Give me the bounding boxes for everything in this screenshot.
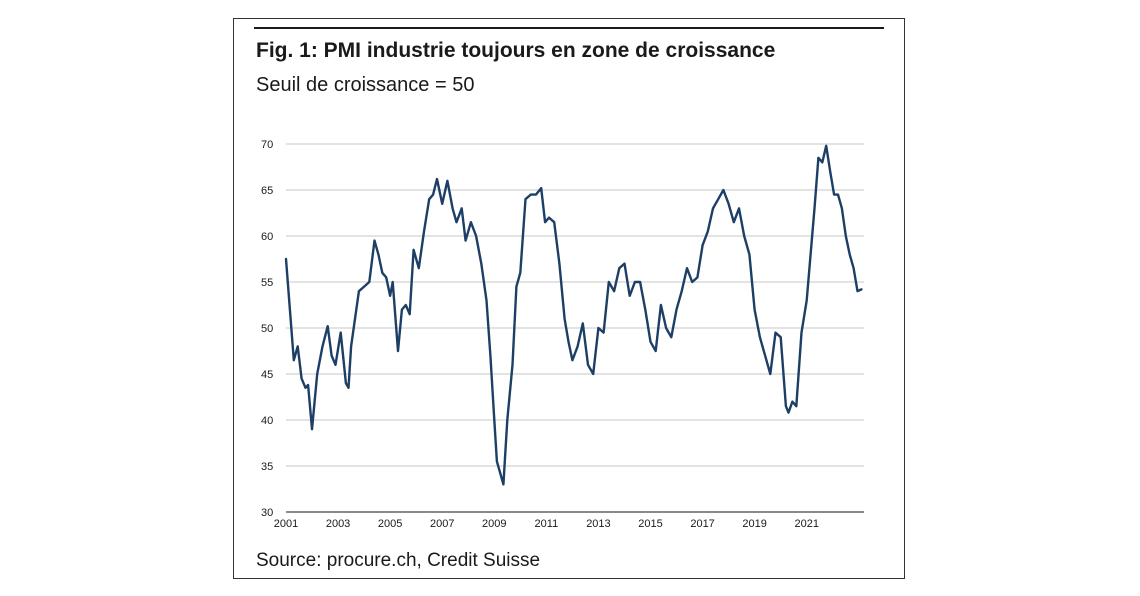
gridlines <box>286 143 864 513</box>
x-tick-label: 2015 <box>638 518 662 530</box>
chart-title: Fig. 1: PMI industrie toujours en zone d… <box>256 39 776 62</box>
x-tick-label: 2019 <box>742 518 766 530</box>
y-tick-label: 50 <box>261 323 273 335</box>
top-rule <box>254 27 884 29</box>
y-tick-labels: 30 35 40 45 50 55 60 65 70 <box>261 139 273 519</box>
x-tick-label: 2017 <box>690 518 714 530</box>
y-tick-label: 35 <box>261 461 273 473</box>
x-tick-label: 2007 <box>430 518 454 530</box>
series-line <box>284 144 863 486</box>
y-tick-label: 65 <box>261 185 273 197</box>
y-tick-label: 40 <box>261 415 273 427</box>
x-tick-label: 2003 <box>326 518 350 530</box>
x-tick-label: 2001 <box>274 518 298 530</box>
y-tick-label: 55 <box>261 277 273 289</box>
chart-frame: Fig. 1: PMI industrie toujours en zone d… <box>233 18 905 579</box>
y-tick-label: 30 <box>261 507 273 519</box>
x-tick-label: 2021 <box>794 518 818 530</box>
source-note: Source: procure.ch, Credit Suisse <box>256 550 541 571</box>
series-layer <box>284 144 863 486</box>
chart-subtitle: Seuil de croissance = 50 <box>256 74 475 96</box>
y-tick-label: 70 <box>261 139 273 151</box>
y-tick-label: 45 <box>261 369 273 381</box>
y-tick-label: 60 <box>261 231 273 243</box>
x-tick-label: 2013 <box>586 518 610 530</box>
x-tick-label: 2009 <box>482 518 506 530</box>
x-tick-labels: 2001 2003 2005 2007 2009 2011 2013 2015 2017 2019… <box>274 518 819 530</box>
x-tick-label: 2005 <box>378 518 402 530</box>
x-tick-label: 2011 <box>535 518 559 530</box>
